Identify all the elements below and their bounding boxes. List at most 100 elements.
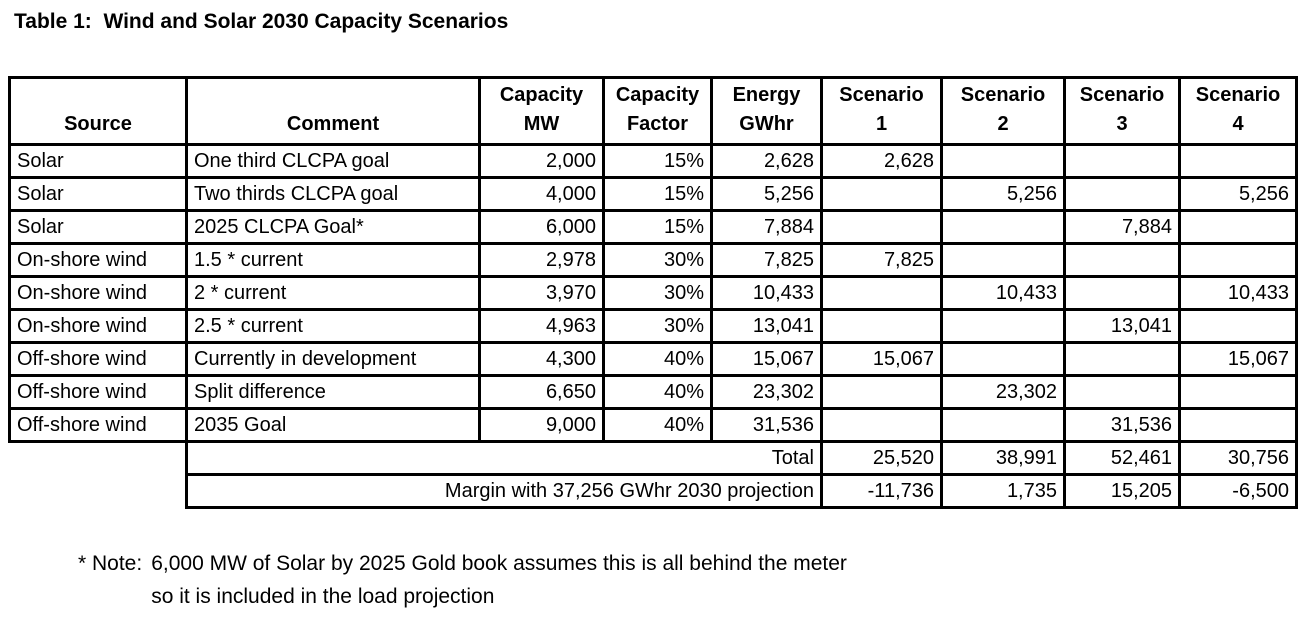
table-title: Table 1: Wind and Solar 2030 Capacity Sc… [14,10,509,33]
col-header-scenario-4: Scenario 4 [1178,76,1298,146]
comment-cell: Currently in development [185,341,481,377]
scenario3-cell [1063,176,1181,212]
energy-gwhr-cell: 2,628 [710,143,823,179]
capacity-mw-cell: 3,970 [478,275,605,311]
source-cell: Off-shore wind [8,374,188,410]
energy-gwhr-cell: 7,884 [710,209,823,245]
energy-gwhr-cell: 23,302 [710,374,823,410]
comment-cell: 2025 CLCPA Goal* [185,209,481,245]
source-cell: On-shore wind [8,308,188,344]
table-row: On-shore wind 1.5 * current 2,978 30% 7,… [8,242,1298,278]
capacity-mw-cell: 2,000 [478,143,605,179]
margin-scenario1-cell: -11,736 [820,473,943,509]
source-cell: Off-shore wind [8,341,188,377]
capacity-factor-cell: 15% [602,176,713,212]
margin-row: Margin with 37,256 GWhr 2030 projection … [10,473,1298,509]
comment-cell: 2.5 * current [185,308,481,344]
scenario4-cell [1178,407,1298,443]
capacity-mw-cell: 4,000 [478,176,605,212]
comment-cell: 2 * current [185,275,481,311]
capacity-factor-cell: 40% [602,341,713,377]
source-cell: On-shore wind [8,275,188,311]
table-row: Off-shore wind Split difference 6,650 40… [8,374,1298,410]
scenario4-cell [1178,374,1298,410]
table-row: Off-shore wind Currently in development … [8,341,1298,377]
scenario2-cell: 23,302 [940,374,1066,410]
scenario1-cell [820,374,943,410]
table-row: Solar Two thirds CLCPA goal 4,000 15% 5,… [8,176,1298,212]
capacity-mw-cell: 6,650 [478,374,605,410]
footnote-line-2: so it is included in the load projection [151,585,495,608]
scenario1-cell: 2,628 [820,143,943,179]
table-row: Off-shore wind 2035 Goal 9,000 40% 31,53… [8,407,1298,443]
capacity-factor-cell: 15% [602,209,713,245]
scenario2-cell [940,341,1066,377]
scenario4-cell: 5,256 [1178,176,1298,212]
margin-scenario3-cell: 15,205 [1063,473,1181,509]
scenario1-cell [820,308,943,344]
scenario4-cell: 10,433 [1178,275,1298,311]
scenario4-cell [1178,308,1298,344]
scenario2-cell [940,308,1066,344]
scenario1-cell: 7,825 [820,242,943,278]
scenario3-cell: 7,884 [1063,209,1181,245]
footnote: * Note: 6,000 MW of Solar by 2025 Gold b… [78,547,847,613]
scenario1-cell [820,209,943,245]
source-cell: Solar [8,143,188,179]
total-row: Total 25,520 38,991 52,461 30,756 [10,440,1298,476]
energy-gwhr-cell: 13,041 [710,308,823,344]
scenario1-cell [820,176,943,212]
scenario2-cell [940,143,1066,179]
scenario3-cell [1063,374,1181,410]
capacity-factor-cell: 15% [602,143,713,179]
capacity-mw-cell: 6,000 [478,209,605,245]
comment-cell: 2035 Goal [185,407,481,443]
col-header-capacity-mw: Capacity MW [478,76,605,146]
scenario3-cell [1063,341,1181,377]
energy-gwhr-cell: 5,256 [710,176,823,212]
scenario4-cell: 15,067 [1178,341,1298,377]
total-scenario2-cell: 38,991 [940,440,1066,476]
scenario1-cell [820,407,943,443]
comment-cell: One third CLCPA goal [185,143,481,179]
scenario2-cell [940,242,1066,278]
scenario2-cell [940,407,1066,443]
scenario4-cell [1178,242,1298,278]
footnote-marker: * Note: [78,552,143,575]
capacity-factor-cell: 40% [602,374,713,410]
footnote-text: 6,000 MW of Solar by 2025 Gold book assu… [151,547,847,613]
comment-cell: Split difference [185,374,481,410]
energy-gwhr-cell: 15,067 [710,341,823,377]
capacity-factor-cell: 30% [602,275,713,311]
scenario2-cell: 10,433 [940,275,1066,311]
table-row: On-shore wind 2 * current 3,970 30% 10,4… [8,275,1298,311]
energy-gwhr-cell: 7,825 [710,242,823,278]
margin-scenario4-cell: -6,500 [1178,473,1298,509]
source-cell: Solar [8,209,188,245]
header-row: Source Comment Capacity MW Capacity Fact… [8,76,1298,146]
table-row: Solar 2025 CLCPA Goal* 6,000 15% 7,884 7… [8,209,1298,245]
total-scenario1-cell: 25,520 [820,440,943,476]
col-header-scenario-2: Scenario 2 [940,76,1066,146]
empty-source-cell [10,442,187,475]
col-header-scenario-1: Scenario 1 [820,76,943,146]
capacity-mw-cell: 2,978 [478,242,605,278]
capacity-factor-cell: 30% [602,308,713,344]
scenario4-cell [1178,143,1298,179]
capacity-factor-cell: 30% [602,242,713,278]
scenario4-cell [1178,209,1298,245]
margin-label-cell: Margin with 37,256 GWhr 2030 projection [185,473,823,509]
margin-scenario2-cell: 1,735 [940,473,1066,509]
empty-source-cell [10,475,187,508]
col-header-scenario-3: Scenario 3 [1063,76,1181,146]
col-header-source: Source [8,76,188,146]
col-header-capacity-factor: Capacity Factor [602,76,713,146]
total-scenario4-cell: 30,756 [1178,440,1298,476]
scenario2-cell [940,209,1066,245]
scenario3-cell: 31,536 [1063,407,1181,443]
energy-gwhr-cell: 31,536 [710,407,823,443]
comment-cell: 1.5 * current [185,242,481,278]
capacity-mw-cell: 9,000 [478,407,605,443]
capacity-mw-cell: 4,963 [478,308,605,344]
col-header-energy-gwhr: Energy GWhr [710,76,823,146]
